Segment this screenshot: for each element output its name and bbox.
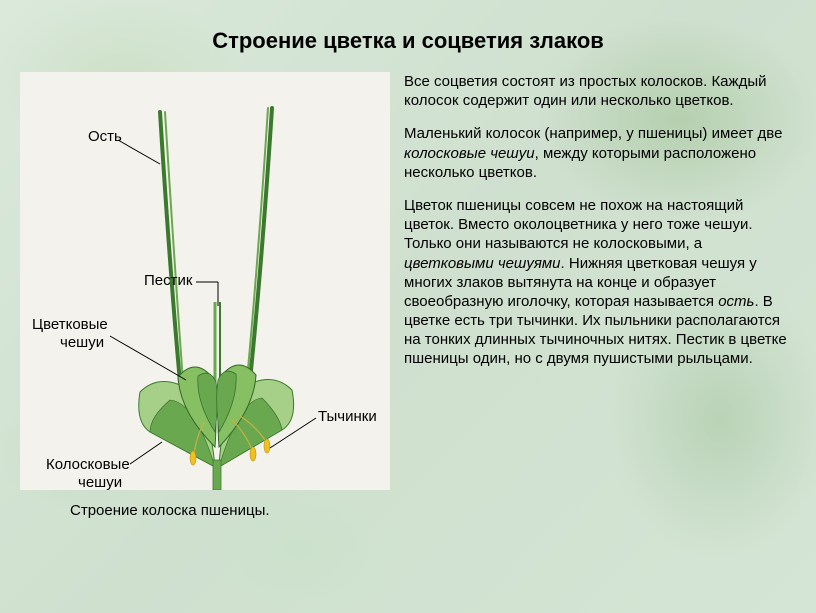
paragraph-3: Цветок пшеницы совсем не похож на настоя…	[404, 196, 790, 369]
text-column: Все соцветия состоят из простых колосков…	[404, 72, 796, 519]
label-koloskovye-1: Колосковые	[46, 456, 130, 473]
diagram-caption: Строение колоска пшеницы.	[70, 502, 390, 519]
diagram-box: Ость Пестик Цветковые чешуи Тычинки Коло…	[20, 72, 390, 490]
label-ost: Ость	[88, 128, 122, 145]
p2-part-a: Маленький колосок (например, у пшеницы) …	[404, 125, 782, 142]
p3-em2: ость	[718, 293, 754, 310]
p3-em1: цветковыми чешуями	[404, 255, 561, 272]
label-tsvetkovye-2: чешуи	[60, 334, 104, 351]
label-tsvetkovye-1: Цветковые	[32, 316, 108, 333]
wheat-spikelet-diagram	[20, 72, 390, 490]
p3-part-a: Цветок пшеницы совсем не похож на настоя…	[404, 197, 753, 252]
slide-title: Строение цветка и соцветия злаков	[20, 28, 796, 54]
paragraph-1: Все соцветия состоят из простых колосков…	[404, 72, 790, 110]
main-row: Ость Пестик Цветковые чешуи Тычинки Коло…	[20, 72, 796, 519]
diagram-column: Ость Пестик Цветковые чешуи Тычинки Коло…	[20, 72, 390, 519]
p2-em: колосковые чешуи	[404, 145, 535, 162]
label-koloskovye-2: чешуи	[78, 474, 122, 491]
label-pestik: Пестик	[144, 272, 192, 289]
paragraph-2: Маленький колосок (например, у пшеницы) …	[404, 124, 790, 182]
slide-content: Строение цветка и соцветия злаков	[0, 0, 816, 613]
label-tychinki: Тычинки	[318, 408, 377, 425]
